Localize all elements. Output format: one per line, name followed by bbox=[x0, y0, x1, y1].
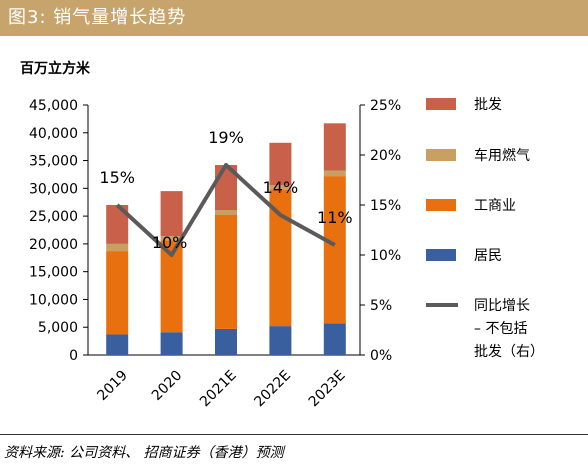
legend-swatch-gongshangye bbox=[426, 199, 456, 211]
y-tick-label: 40,000 bbox=[29, 126, 78, 142]
y2-tick-label: 25% bbox=[370, 98, 401, 114]
legend-label-pifa: 批发 bbox=[474, 97, 502, 113]
footer-divider bbox=[0, 434, 588, 435]
growth-line bbox=[115, 163, 336, 257]
bar-gongshangye bbox=[215, 215, 237, 329]
bar-cheyong bbox=[106, 243, 129, 252]
legend-label-gongshangye: 工商业 bbox=[474, 198, 516, 214]
bar-jumin bbox=[269, 326, 292, 355]
growth-data-label: 19% bbox=[208, 128, 244, 147]
y2-tick-label: 20% bbox=[370, 148, 401, 164]
y2-tick-label: 5% bbox=[370, 298, 392, 314]
bar-jumin bbox=[106, 334, 129, 355]
chart-svg: 0 5,000 10,000 15,000 20,000 25,000 30,000 35,0… bbox=[29, 97, 544, 410]
unit-label: 百万立方米 bbox=[20, 61, 90, 77]
y-tick-label: 20,000 bbox=[29, 237, 78, 253]
y-tick-label: 0 bbox=[69, 348, 78, 364]
bar-pifa bbox=[269, 142, 292, 185]
legend-swatch-cheyong bbox=[426, 149, 456, 161]
bar-pifa bbox=[160, 191, 183, 237]
bar-gongshangye bbox=[160, 240, 183, 333]
x-tick-label: 2019 bbox=[94, 367, 131, 404]
figure-title: 图3: 销气量增长趋势 bbox=[0, 0, 588, 36]
source-note: 资料来源: 公司资料、 招商证券（香港）预测 bbox=[4, 445, 284, 461]
x-tick-label: 2022E bbox=[251, 367, 294, 410]
y-tick-label: 45,000 bbox=[29, 98, 78, 114]
y2-tick-label: 0% bbox=[370, 348, 392, 364]
bar-gongshangye bbox=[323, 176, 346, 324]
legend-label-jumin: 居民 bbox=[474, 248, 502, 264]
legend-swatch-pifa bbox=[426, 98, 456, 110]
legend-label-cheyong: 车用燃气 bbox=[474, 147, 530, 164]
y-tick-label: 5,000 bbox=[38, 320, 78, 336]
bar-cheyong bbox=[160, 236, 183, 241]
growth-data-label: 15% bbox=[99, 168, 135, 187]
growth-data-label: 11% bbox=[317, 208, 353, 227]
y-tick-label: 10,000 bbox=[29, 292, 78, 308]
legend-label-line: – 不包括 bbox=[474, 321, 527, 337]
x-tick-label: 2020 bbox=[149, 367, 186, 404]
bar-cheyong bbox=[215, 210, 237, 215]
bar-jumin bbox=[323, 323, 346, 355]
legend-label-line: 批发（右） bbox=[474, 344, 544, 360]
bar-gongshangye bbox=[106, 251, 129, 335]
y2-tick-label: 10% bbox=[370, 248, 401, 264]
y2-tick-label: 15% bbox=[370, 198, 401, 214]
growth-data-label: 14% bbox=[263, 178, 299, 197]
y-tick-label: 35,000 bbox=[29, 154, 78, 170]
legend-swatch-jumin bbox=[426, 249, 456, 261]
bar-pifa bbox=[323, 123, 346, 171]
bar-cheyong bbox=[323, 170, 346, 177]
bar-cheyong bbox=[269, 185, 292, 190]
legend-label-line: 同比增长 bbox=[474, 298, 530, 314]
growth-data-label: 10% bbox=[152, 233, 188, 252]
bar-jumin bbox=[160, 332, 183, 355]
x-tick-label: 2023E bbox=[306, 367, 349, 410]
bar-gongshangye bbox=[269, 190, 292, 327]
x-tick-label: 2021E bbox=[197, 367, 240, 410]
y-tick-label: 30,000 bbox=[29, 181, 78, 197]
bar-jumin bbox=[215, 328, 237, 355]
y-tick-label: 15,000 bbox=[29, 265, 78, 281]
y-tick-label: 25,000 bbox=[29, 209, 78, 225]
bar-pifa bbox=[106, 205, 129, 244]
